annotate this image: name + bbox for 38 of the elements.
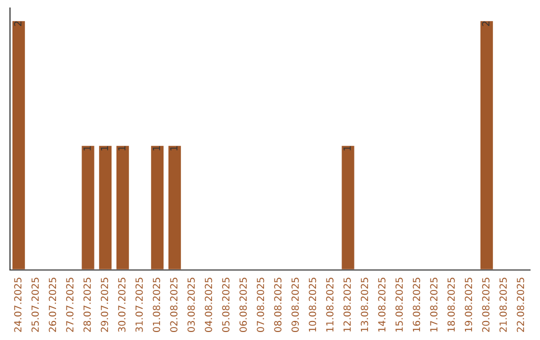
x-tick-label: 16.08.2025 — [412, 278, 420, 332]
x-tick-label: 05.08.2025 — [222, 278, 230, 332]
x-tick-label: 17.08.2025 — [430, 278, 438, 332]
x-tick-label: 19.08.2025 — [464, 278, 472, 332]
x-tick-label: 13.08.2025 — [360, 278, 368, 332]
x-tick-label: 14.08.2025 — [378, 278, 386, 332]
x-tick-label: 28.07.2025 — [83, 278, 91, 332]
x-tick-label: 21.08.2025 — [499, 278, 507, 332]
x-tick-label: 10.08.2025 — [308, 278, 316, 332]
x-tick-label: 24.07.2025 — [14, 278, 22, 332]
x-tick-label: 03.08.2025 — [187, 278, 195, 332]
data-label: 1 — [152, 146, 160, 150]
x-tick-label: 15.08.2025 — [395, 278, 403, 332]
x-tick-label: 02.08.2025 — [170, 278, 178, 332]
x-tick-label: 31.07.2025 — [135, 278, 143, 332]
x-tick-label: 25.07.2025 — [31, 278, 39, 332]
data-label: 1 — [100, 146, 108, 150]
x-tick-label: 01.08.2025 — [152, 278, 160, 332]
x-tick-label: 11.08.2025 — [326, 278, 334, 332]
x-tick-label: 12.08.2025 — [343, 278, 351, 332]
data-label: 1 — [84, 146, 91, 150]
data-label: 1 — [344, 146, 351, 150]
x-tick-label: 06.08.2025 — [239, 278, 247, 332]
data-label: 1 — [118, 146, 126, 150]
data-label: 2 — [482, 21, 490, 26]
x-tick-label: 18.08.2025 — [447, 278, 455, 332]
x-tick-label: 29.07.2025 — [100, 278, 108, 332]
x-tick-label: 04.08.2025 — [204, 278, 212, 332]
x-tick-label: 08.08.2025 — [274, 278, 282, 332]
x-tick-label: 22.08.2025 — [516, 278, 524, 332]
x-tick-label: 20.08.2025 — [482, 278, 490, 332]
x-tick-label: 26.07.2025 — [48, 278, 56, 332]
x-tick-label: 07.08.2025 — [256, 278, 264, 332]
x-tick-label: 30.07.2025 — [118, 278, 126, 332]
x-tick-label: 09.08.2025 — [291, 278, 299, 332]
data-label: 1 — [170, 146, 178, 150]
x-tick-label: 27.07.2025 — [66, 278, 74, 332]
data-label: 2 — [14, 21, 22, 26]
